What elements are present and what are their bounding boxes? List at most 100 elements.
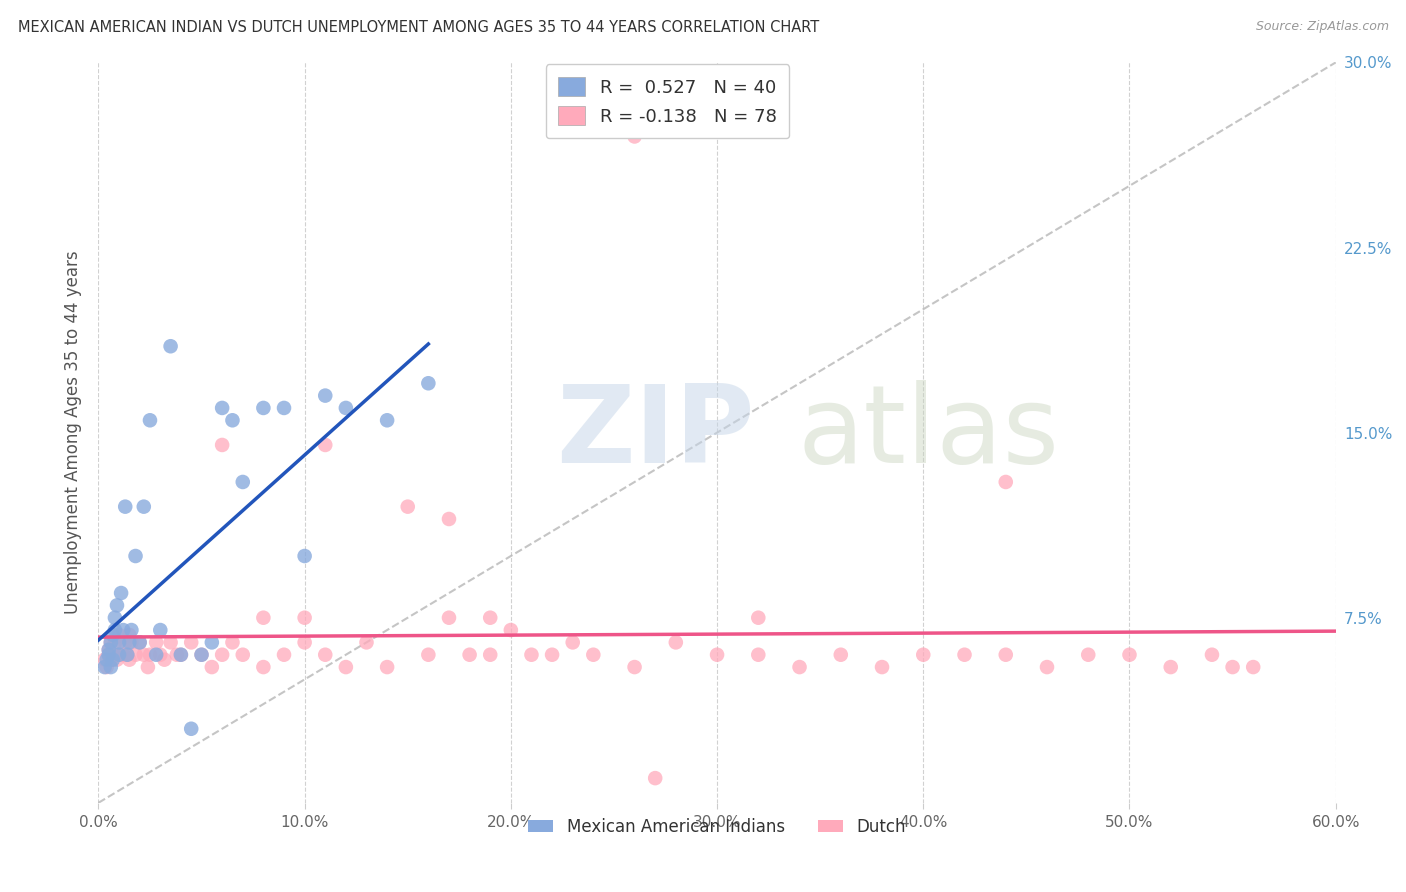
Point [120,623,142,637]
Point [499,623,522,637]
Point [100,635,122,649]
Point [93,653,115,667]
Point [96,653,118,667]
Point [201,660,224,674]
Point [145,635,167,649]
Point [211,648,233,662]
Point [1118,648,1140,662]
Point [252,660,274,674]
Point [128,635,150,649]
Point [117,648,139,662]
Point [211,438,233,452]
Point [180,635,202,649]
Point [479,648,502,662]
Point [335,401,357,415]
Point [166,648,188,662]
Point [100,653,122,667]
Point [170,648,193,662]
Point [100,660,122,674]
Point [314,438,336,452]
Point [1241,660,1264,674]
Point [124,648,146,662]
Point [252,401,274,415]
Point [644,771,666,785]
Point [789,660,811,674]
Point [994,648,1017,662]
Point [120,635,142,649]
Point [582,648,605,662]
Legend: Mexican American Indians, Dutch: Mexican American Indians, Dutch [522,811,912,843]
Point [101,628,124,642]
Point [190,648,212,662]
Point [136,660,159,674]
Point [232,648,254,662]
Point [180,722,202,736]
Point [101,653,124,667]
Point [437,610,460,624]
Text: ZIP: ZIP [557,380,755,485]
Point [93,660,115,674]
Point [335,660,357,674]
Point [437,512,460,526]
Point [912,648,935,662]
Point [149,623,172,637]
Point [294,549,316,563]
Point [747,648,769,662]
Point [1160,660,1182,674]
Point [1222,660,1244,674]
Point [294,635,316,649]
Point [139,413,162,427]
Point [356,635,378,649]
Point [273,648,295,662]
Point [110,586,132,600]
Point [953,648,976,662]
Point [159,339,181,353]
Point [190,648,212,662]
Point [396,500,419,514]
Point [112,623,135,637]
Text: MEXICAN AMERICAN INDIAN VS DUTCH UNEMPLOYMENT AMONG AGES 35 TO 44 YEARS CORRELAT: MEXICAN AMERICAN INDIAN VS DUTCH UNEMPLO… [18,20,820,35]
Point [114,635,136,649]
Point [101,648,124,662]
Point [375,660,398,674]
Point [870,660,893,674]
Point [132,500,155,514]
Point [97,642,120,657]
Point [520,648,543,662]
Point [221,635,243,649]
Point [211,401,233,415]
Point [132,648,155,662]
Point [100,635,122,649]
Point [561,635,583,649]
Point [375,413,398,427]
Point [252,610,274,624]
Point [112,648,135,662]
Point [830,648,852,662]
Point [149,648,172,662]
Point [139,648,162,662]
Text: Source: ZipAtlas.com: Source: ZipAtlas.com [1256,20,1389,33]
Point [458,648,481,662]
Point [221,413,243,427]
Point [1201,648,1223,662]
Point [1077,648,1099,662]
Point [273,401,295,415]
Point [145,648,167,662]
Point [232,475,254,489]
Point [108,628,131,642]
Point [1036,660,1059,674]
Point [170,648,193,662]
Point [128,635,150,649]
Point [201,635,224,649]
Point [117,648,139,662]
Point [105,653,128,667]
Point [97,648,120,662]
Point [623,660,645,674]
Point [97,648,120,662]
Point [108,635,131,649]
Point [124,549,146,563]
Point [118,628,141,642]
Point [159,635,181,649]
Point [108,648,131,662]
Point [104,610,127,624]
